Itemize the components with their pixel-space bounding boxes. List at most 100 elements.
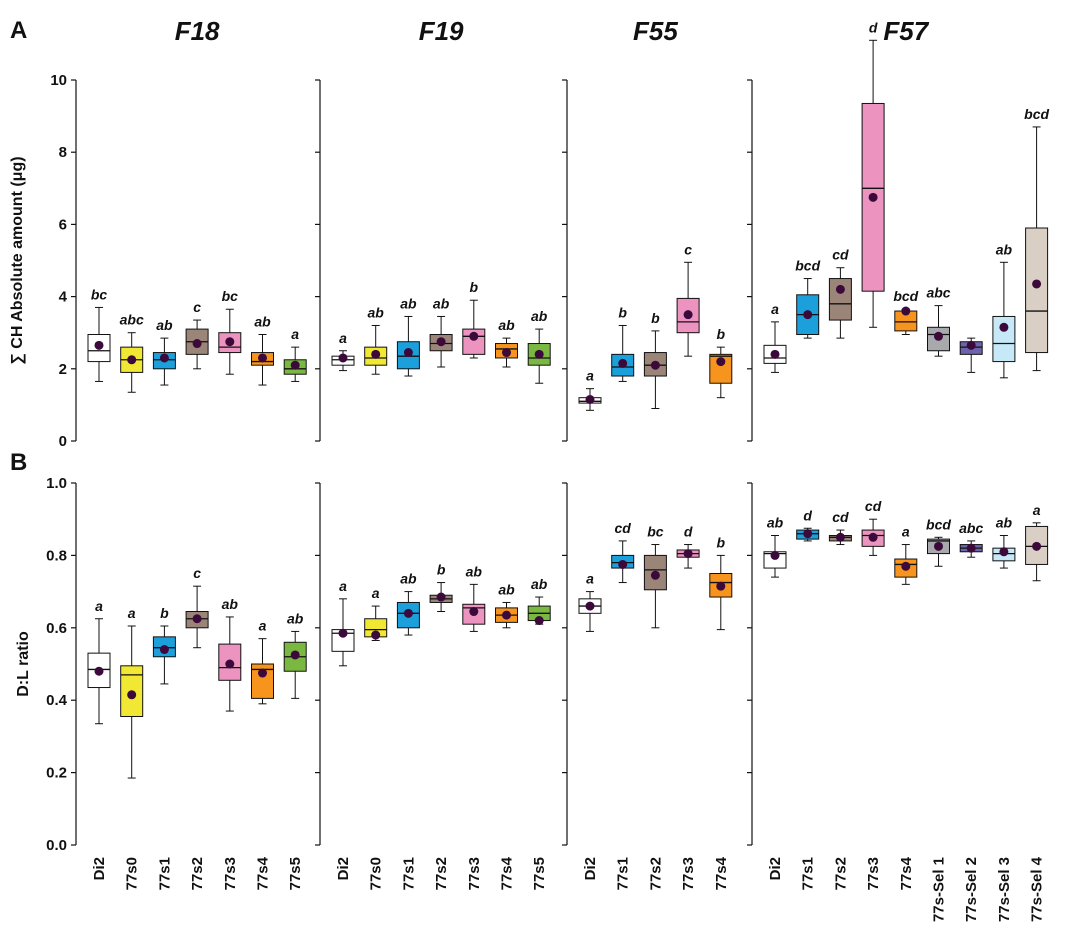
y-tick-label: 1.0	[46, 475, 67, 492]
mean	[1032, 541, 1042, 551]
y-tick-label: 0.0	[46, 837, 67, 854]
significance-letter: a	[1033, 502, 1041, 518]
significance-letter: a	[339, 578, 347, 594]
x-tick-label: 77s4	[713, 856, 730, 890]
y-tick-label: 6	[59, 216, 67, 233]
y-tick-label: 0.4	[46, 692, 68, 709]
x-tick-label: 77s5	[287, 857, 304, 890]
mean	[436, 337, 446, 347]
significance-letter: abc	[120, 312, 144, 328]
significance-letter: b	[717, 534, 726, 550]
x-tick-label: 77s4	[255, 856, 272, 890]
mean	[403, 608, 413, 618]
significance-letter: ab	[254, 314, 271, 330]
significance-letter: c	[193, 565, 201, 581]
mean	[192, 339, 202, 349]
mean	[94, 340, 104, 350]
x-tick-label: Di2	[582, 857, 599, 880]
mean	[650, 360, 660, 370]
mean	[371, 349, 381, 359]
mean	[585, 601, 595, 611]
mean	[835, 284, 845, 294]
mean	[770, 550, 780, 560]
mean	[770, 349, 780, 359]
mean	[258, 353, 267, 363]
mean	[901, 306, 911, 316]
mean	[502, 348, 511, 358]
mean	[159, 353, 169, 363]
significance-letter: ab	[433, 295, 450, 311]
significance-letter: d	[803, 507, 812, 523]
x-tick-label: 77s2	[189, 857, 206, 890]
significance-letter: b	[470, 279, 479, 295]
mean	[868, 192, 878, 202]
significance-letter: a	[339, 330, 347, 346]
significance-letter: ab	[400, 571, 417, 587]
significance-letter: b	[437, 562, 446, 578]
significance-letter: d	[684, 524, 693, 540]
y-tick-label: 4	[59, 289, 68, 306]
x-tick-label: 77s1	[400, 857, 417, 890]
panel-letter: A	[10, 17, 27, 44]
box	[709, 353, 733, 384]
mean	[716, 357, 726, 367]
x-tick-label: Di2	[767, 857, 784, 880]
significance-letter: a	[95, 598, 103, 614]
significance-letter: bcd	[1024, 106, 1049, 122]
mean	[290, 360, 300, 370]
x-tick-label: 77s3	[466, 857, 483, 890]
mean	[436, 592, 446, 602]
significance-letter: b	[651, 310, 660, 326]
significance-letter: bcd	[893, 288, 918, 304]
mean	[534, 616, 544, 626]
significance-letter: cd	[865, 498, 882, 514]
significance-letter: abc	[926, 285, 950, 301]
mean	[192, 614, 202, 624]
significance-letter: ab	[368, 304, 385, 320]
x-tick-label: 77s3	[865, 857, 882, 890]
mean	[403, 348, 413, 358]
mean	[127, 355, 137, 365]
mean	[618, 358, 628, 368]
x-tick-label: 77s2	[647, 857, 664, 890]
x-tick-label: 77s-Sel 3	[996, 857, 1013, 922]
mean	[901, 561, 911, 571]
significance-letter: abc	[959, 520, 983, 536]
significance-letter: ab	[222, 596, 239, 612]
mean	[502, 610, 511, 620]
mean	[585, 394, 595, 404]
mean	[338, 353, 348, 363]
panel-title: F18	[175, 16, 220, 46]
significance-letter: ab	[287, 610, 304, 626]
significance-letter: c	[193, 299, 201, 315]
significance-letter: a	[259, 618, 267, 634]
significance-letter: cd	[615, 520, 632, 536]
x-tick-label: 77s-Sel 2	[963, 857, 980, 922]
mean	[835, 532, 845, 542]
significance-letter: ab	[498, 317, 515, 333]
significance-letter: bcd	[795, 258, 820, 274]
significance-letter: b	[717, 326, 726, 342]
significance-letter: ab	[996, 514, 1013, 530]
x-tick-label: Di2	[335, 857, 352, 880]
mean	[803, 529, 813, 539]
mean	[683, 549, 693, 559]
y-tick-label: 0.8	[46, 547, 67, 564]
x-tick-label: Di2	[91, 857, 108, 880]
box	[828, 278, 852, 321]
box	[251, 663, 274, 699]
mean	[999, 547, 1009, 557]
significance-letter: ab	[400, 295, 417, 311]
mean	[258, 668, 267, 678]
x-tick-label: 77s-Sel 1	[931, 857, 948, 922]
significance-letter: cd	[832, 509, 849, 525]
significance-letter: a	[128, 605, 136, 621]
x-tick-label: 77s3	[222, 857, 239, 890]
mean	[966, 340, 976, 350]
significance-letter: ab	[156, 317, 173, 333]
x-tick-label: 77s5	[531, 857, 548, 890]
x-tick-label: 77s2	[433, 857, 450, 890]
significance-letter: bc	[91, 286, 108, 302]
mean	[934, 331, 943, 341]
